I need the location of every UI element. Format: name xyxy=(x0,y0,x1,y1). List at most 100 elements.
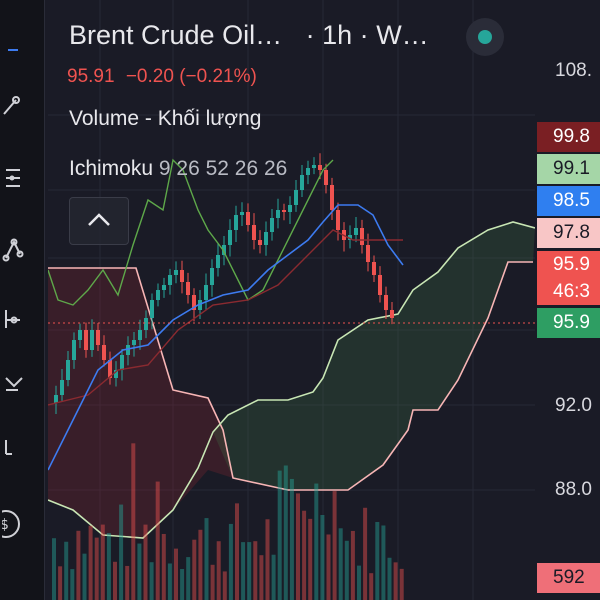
symbol-title[interactable]: Brent Crude Oil… · 1h · W… xyxy=(69,20,429,51)
candle-body xyxy=(84,330,88,350)
candle-body xyxy=(318,165,322,170)
candle-body xyxy=(78,330,82,340)
volume-bar xyxy=(302,510,307,600)
volume-bar xyxy=(308,518,313,600)
kijun-price-tag: 99.8 xyxy=(537,122,600,152)
volume-bar xyxy=(363,507,368,600)
ichimoku-indicator-legend[interactable]: Ichimoku 9 26 52 26 26 xyxy=(69,157,287,181)
price-change: −0.20 xyxy=(125,66,174,87)
candle-body xyxy=(264,232,268,245)
candle-body xyxy=(90,330,94,350)
volume-bar xyxy=(137,543,142,600)
volume-bar xyxy=(228,523,233,600)
volume-bar xyxy=(161,533,166,600)
candle-body xyxy=(108,360,112,378)
ichimoku-params: 9 26 52 26 26 xyxy=(158,157,288,180)
volume-bar xyxy=(344,540,349,600)
market-status-icon[interactable] xyxy=(466,18,504,56)
volume-bar xyxy=(241,542,246,600)
volume-bar xyxy=(314,483,319,600)
chevron-up-icon xyxy=(88,213,110,226)
candle-body xyxy=(66,360,70,380)
volume-bar xyxy=(338,528,343,600)
volume-bar xyxy=(143,524,148,600)
candle-body xyxy=(138,330,142,340)
volume-bar xyxy=(375,521,380,600)
price-scale[interactable]: 108. 92.0 88.0 99.8 99.1 98.5 97.8 95.9 … xyxy=(535,0,600,600)
candle-body xyxy=(102,345,106,360)
volume-bar xyxy=(265,519,270,600)
fib-retracement-icon[interactable] xyxy=(0,162,44,194)
drawing-toolbar: $ xyxy=(0,0,45,600)
volume-bar xyxy=(155,481,160,600)
volume-bar xyxy=(283,465,288,600)
price-chart[interactable] xyxy=(48,0,535,600)
chikou-span-line xyxy=(48,158,334,306)
candle-body xyxy=(240,212,244,215)
zoom-icon[interactable]: $ xyxy=(0,504,44,538)
volume-indicator-label[interactable]: Volume - Khối lượng xyxy=(69,107,262,130)
candle-body xyxy=(192,295,196,310)
volume-indicator-legend[interactable]: Volume - Khối lượng xyxy=(69,107,261,131)
candle-body xyxy=(162,285,166,290)
volume-bar xyxy=(58,566,63,600)
volume-value-tag: 592 xyxy=(537,563,600,593)
price-tick-label: 88.0 xyxy=(555,479,592,500)
candle-body xyxy=(360,228,364,245)
volume-bar xyxy=(222,571,227,600)
prediction-icon[interactable] xyxy=(0,302,44,334)
volume-bar xyxy=(64,541,69,600)
span-b-price-tag: 97.8 xyxy=(537,218,600,248)
last-price: 95.91 xyxy=(67,66,115,87)
volume-bar xyxy=(393,562,398,600)
candle-body xyxy=(150,300,154,318)
ichimoku-label[interactable]: Ichimoku xyxy=(69,157,154,180)
volume-bar xyxy=(320,514,325,600)
volume-bar xyxy=(106,532,111,600)
crosshair-icon[interactable] xyxy=(0,32,44,64)
tenkan-price-tag: 98.5 xyxy=(537,186,600,216)
volume-bar xyxy=(198,529,203,600)
volume-bar xyxy=(52,538,56,600)
pattern-icon[interactable] xyxy=(0,232,44,264)
volume-bar xyxy=(174,548,178,600)
candle-body xyxy=(348,235,352,240)
candle-body xyxy=(144,318,148,330)
svg-text:$: $ xyxy=(2,517,9,533)
volume-bar xyxy=(357,565,361,600)
span-a-price-tag: 99.1 xyxy=(537,154,600,184)
interval-label[interactable]: 1h xyxy=(322,20,353,50)
candle-body xyxy=(270,218,274,232)
candle-body xyxy=(156,290,160,300)
volume-bar xyxy=(259,555,264,600)
volume-bar xyxy=(76,530,81,600)
candle-body xyxy=(306,168,310,175)
brush-icon[interactable] xyxy=(0,430,44,462)
candle-body xyxy=(330,185,334,210)
volume-bar xyxy=(149,562,154,600)
trend-line-icon[interactable] xyxy=(0,88,44,120)
exchange-label: W… xyxy=(376,20,429,50)
volume-bar xyxy=(350,530,355,600)
symbol-name[interactable]: Brent Crude Oil… xyxy=(69,20,283,50)
candle-body xyxy=(354,228,358,235)
price-change-percent: (−0.21%) xyxy=(179,66,257,87)
candle-body xyxy=(300,175,304,190)
candle-body xyxy=(390,310,394,318)
volume-bar xyxy=(296,493,300,600)
volume-bar xyxy=(70,569,75,600)
candle-body xyxy=(174,270,178,275)
volume-bar xyxy=(186,557,191,600)
senkou-span-b-line xyxy=(48,261,533,491)
collapse-legend-button[interactable] xyxy=(69,197,129,245)
candle-body xyxy=(114,370,118,378)
chart-canvas[interactable] xyxy=(48,0,535,600)
measure-icon[interactable] xyxy=(0,368,44,400)
volume-bar xyxy=(204,518,209,600)
volume-bar xyxy=(381,525,386,600)
candle-body xyxy=(228,230,232,245)
lagging-span-price-tag: 95.9 xyxy=(537,308,600,338)
price-tick-label: 92.0 xyxy=(555,395,592,416)
volume-bar xyxy=(88,525,93,600)
senkou-span-a-line xyxy=(48,221,535,539)
